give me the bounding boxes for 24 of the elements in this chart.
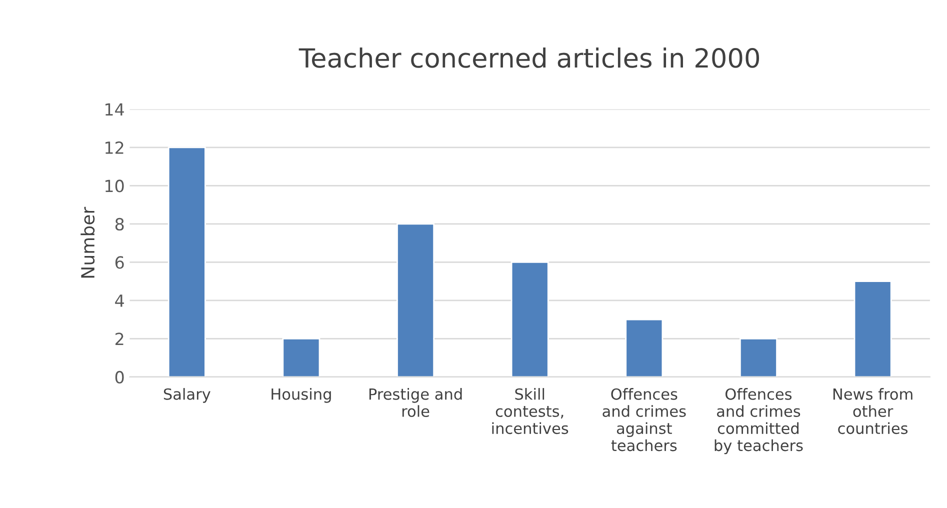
y-tick-label: 4 [115, 294, 124, 307]
y-axis-title: Number [80, 206, 95, 278]
y-tick-label: 2 [115, 332, 124, 346]
y-tick-label: 12 [106, 141, 124, 154]
bar [396, 223, 435, 377]
x-tick-label: News from other countries [833, 388, 912, 434]
bar [739, 338, 778, 377]
bar [625, 318, 664, 377]
bar [510, 262, 549, 377]
x-tick-label: Salary [164, 388, 210, 403]
y-tick-label: 10 [106, 180, 124, 192]
bar [168, 146, 206, 377]
x-tick-label: Offences and crimes committed by teachers [714, 388, 803, 454]
bar [854, 280, 892, 377]
y-tick-label: 8 [115, 218, 124, 231]
x-tick-label: Offences and crimes against teachers [602, 388, 686, 452]
y-tick-label: 6 [115, 256, 124, 269]
x-tick-label: Housing [272, 388, 331, 403]
x-tick-label: Prestige and role [369, 388, 462, 417]
y-tick-label: 0 [115, 370, 124, 384]
y-tick-label: 14 [106, 103, 124, 116]
bar [282, 338, 320, 377]
chart-title: Teacher concerned articles in 2000 [298, 48, 760, 68]
x-tick-label: Skill contests, incentives [492, 388, 568, 434]
